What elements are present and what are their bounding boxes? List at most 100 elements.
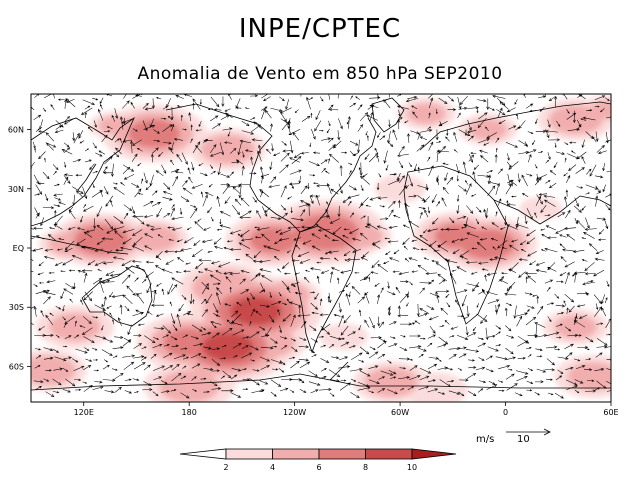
wind-vector	[520, 248, 526, 252]
wind-vector	[193, 342, 204, 347]
wind-vector	[544, 214, 551, 217]
wind-vector	[197, 218, 202, 222]
wind-vector	[144, 233, 153, 238]
wind-vector	[153, 290, 157, 303]
wind-vector	[405, 98, 419, 103]
wind-vector	[409, 334, 421, 338]
wind-vector	[154, 265, 163, 270]
wind-vector	[160, 117, 167, 120]
wind-vector	[602, 184, 606, 193]
wind-vector	[42, 289, 50, 293]
wind-vector	[343, 250, 351, 257]
wind-vector	[162, 124, 173, 132]
wind-vector	[287, 226, 301, 230]
vector-key-arrow-head	[543, 428, 551, 436]
wind-vector	[143, 124, 156, 131]
wind-vector	[489, 258, 498, 261]
wind-vector	[580, 118, 587, 121]
wind-vector	[359, 232, 368, 240]
wind-vector	[333, 314, 341, 317]
wind-vector	[436, 289, 450, 293]
wind-vector	[429, 279, 435, 285]
wind-vector	[456, 194, 460, 202]
wind-vector	[328, 137, 334, 143]
wind-vector	[427, 334, 436, 339]
wind-vector	[180, 196, 190, 202]
wind-vector	[411, 270, 418, 273]
wind-vector	[357, 381, 370, 388]
wind-vector	[435, 262, 447, 271]
wind-vector	[105, 195, 114, 207]
wind-vector	[437, 358, 442, 362]
wind-vector	[298, 345, 310, 349]
wind-vector	[282, 313, 291, 322]
wind-vector	[366, 135, 369, 141]
wind-vector	[103, 130, 111, 133]
wind-vector	[548, 182, 557, 189]
wind-vector	[581, 156, 586, 164]
wind-vector	[519, 240, 527, 246]
wind-vector	[456, 266, 467, 273]
wind-vector	[595, 352, 603, 358]
wind-vector	[380, 370, 394, 376]
wind-vector	[559, 272, 567, 276]
wind-vector	[101, 134, 108, 143]
wind-vector	[84, 291, 93, 302]
wind-vector	[277, 308, 281, 316]
wind-vector	[262, 206, 268, 217]
wind-vector	[498, 364, 511, 370]
wind-vector	[419, 337, 426, 340]
wind-vector	[438, 336, 449, 345]
wind-vector	[97, 108, 104, 121]
wind-vector	[485, 126, 489, 131]
wind-vector	[208, 183, 213, 188]
wind-vector	[577, 124, 582, 130]
wind-vector	[582, 116, 596, 121]
wind-vector	[229, 286, 232, 293]
wind-vector	[177, 257, 184, 263]
wind-vector	[446, 367, 453, 371]
wind-vector	[135, 264, 145, 272]
wind-vector	[376, 182, 380, 191]
wind-vector	[143, 201, 154, 207]
wind-vector	[539, 106, 545, 112]
wind-vector	[585, 336, 594, 343]
wind-vector	[353, 151, 360, 156]
wind-vector	[132, 214, 144, 218]
longitude-tick-label: 60W	[391, 408, 409, 417]
wind-vector	[329, 392, 335, 397]
wind-vector	[564, 195, 568, 207]
wind-vector	[427, 156, 431, 162]
wind-vector	[427, 342, 433, 347]
wind-vector	[204, 268, 213, 272]
wind-vector	[363, 273, 371, 281]
wind-vector	[378, 173, 382, 178]
wind-vector	[101, 280, 115, 284]
wind-vector	[238, 242, 250, 249]
wind-vector	[576, 219, 585, 229]
wind-vector	[232, 186, 241, 195]
wind-vector	[554, 142, 557, 148]
wind-vector	[576, 151, 587, 160]
wind-vector	[462, 161, 467, 174]
wind-vector	[384, 237, 390, 240]
wind-vector	[92, 97, 99, 101]
wind-vector	[572, 249, 585, 253]
wind-vector	[239, 139, 252, 144]
wind-vector	[369, 96, 381, 100]
wind-vector	[101, 325, 104, 331]
wind-vector	[445, 227, 459, 231]
wind-vector	[53, 209, 57, 218]
wind-vector	[134, 215, 145, 225]
wind-vector	[348, 228, 359, 234]
wind-vector	[400, 280, 409, 284]
wind-vector	[399, 293, 409, 303]
wind-vector	[68, 209, 76, 220]
wind-vector	[338, 118, 343, 130]
wind-vector	[82, 381, 88, 384]
wind-vector	[534, 164, 538, 169]
wind-vector	[380, 287, 384, 294]
wind-vector	[74, 320, 77, 327]
wind-vector	[176, 153, 183, 163]
wind-vector	[320, 325, 331, 335]
